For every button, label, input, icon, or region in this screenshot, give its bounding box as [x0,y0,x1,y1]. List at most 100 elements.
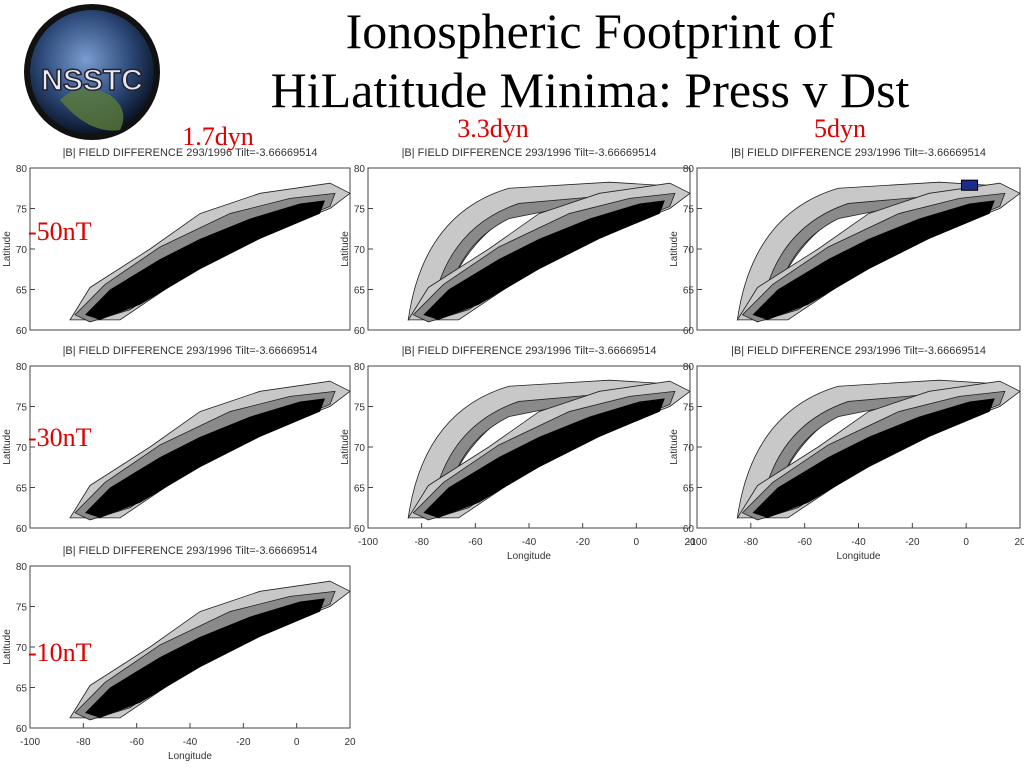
contour-panel: |B| FIELD DIFFERENCE 293/1996 Tilt=-3.66… [340,147,691,337]
row-label: -30nT [28,423,92,452]
contour-spot [960,179,979,191]
contour-core [85,200,325,320]
x-axis-label: Longitude [837,551,881,562]
row-label: -10nT [28,638,92,667]
y-tick-label: 70 [683,443,695,454]
contour-panel: |B| FIELD DIFFERENCE 293/1996 Tilt=-3.66… [2,545,356,762]
y-tick-label: 80 [16,562,28,573]
x-tick-label: 0 [294,737,300,748]
panel-title: |B| FIELD DIFFERENCE 293/1996 Tilt=-3.66… [63,147,318,159]
x-tick-label: -100 [358,537,378,548]
y-tick-label: 65 [354,286,366,297]
row-label: -50nT [28,217,92,246]
y-tick-label: 60 [354,524,366,535]
y-tick-label: 80 [16,164,28,175]
contour-core [752,398,995,518]
panel-title: |B| FIELD DIFFERENCE 293/1996 Tilt=-3.66… [63,345,318,357]
x-tick-label: -60 [129,737,144,748]
y-tick-label: 60 [16,524,28,535]
contour-panel: |B| FIELD DIFFERENCE 293/1996 Tilt=-3.66… [2,345,351,535]
x-tick-label: -100 [20,737,40,748]
y-tick-label: 65 [16,684,28,695]
contour-panel: |B| FIELD DIFFERENCE 293/1996 Tilt=-3.66… [669,345,1024,562]
panel-title: |B| FIELD DIFFERENCE 293/1996 Tilt=-3.66… [402,147,657,159]
y-tick-label: 65 [16,286,28,297]
y-axis-label: Latitude [2,429,13,465]
title-line: HiLatitude Minima: Press v Dst [271,62,910,118]
y-axis-label: Latitude [340,429,351,465]
x-tick-label: -100 [687,537,707,548]
contour-field [407,181,691,323]
y-tick-label: 65 [683,484,695,495]
x-tick-label: 20 [684,537,696,548]
y-tick-label: 80 [683,164,695,175]
logo-globe [30,10,154,134]
y-tick-label: 70 [354,245,366,256]
y-tick-label: 65 [683,286,695,297]
y-tick-label: 75 [354,403,366,414]
contour-field [407,379,691,521]
x-tick-label: -60 [468,537,483,548]
contour-panel: |B| FIELD DIFFERENCE 293/1996 Tilt=-3.66… [2,147,351,337]
contour-field [69,580,351,721]
contour-panel: |B| FIELD DIFFERENCE 293/1996 Tilt=-3.66… [669,147,1021,337]
contour-core [423,200,665,320]
logo: NSSTC [24,4,160,140]
y-tick-label: 75 [16,403,28,414]
x-tick-label: -80 [76,737,91,748]
column-label: 3.3dyn [457,114,529,143]
y-tick-label: 80 [354,362,366,373]
contour-core [85,398,325,518]
labels: 1.7dyn 3.3dyn 5dyn -50nT -30nT -10nT [28,114,866,667]
y-tick-label: 60 [16,326,28,337]
y-tick-label: 80 [683,362,695,373]
panel-title: |B| FIELD DIFFERENCE 293/1996 Tilt=-3.66… [402,345,657,357]
y-axis-label: Latitude [340,231,351,267]
x-tick-label: 0 [634,537,640,548]
y-tick-label: 75 [16,603,28,614]
column-label: 5dyn [814,114,866,143]
x-tick-label: 20 [344,737,356,748]
y-tick-label: 75 [16,205,28,216]
x-tick-label: -60 [797,537,812,548]
x-tick-label: -40 [851,537,866,548]
y-tick-label: 70 [16,643,28,654]
column-label: 1.7dyn [182,122,254,151]
y-tick-label: 80 [354,164,366,175]
contour-field [736,379,1021,521]
y-tick-label: 70 [16,443,28,454]
y-tick-label: 75 [683,205,695,216]
x-tick-label: -20 [575,537,590,548]
y-tick-label: 60 [354,326,366,337]
contour-field [69,182,351,323]
y-tick-label: 75 [683,403,695,414]
y-tick-label: 70 [683,245,695,256]
y-tick-label: 80 [16,362,28,373]
y-tick-label: 60 [683,524,695,535]
contour-field [69,380,351,521]
y-tick-label: 65 [354,484,366,495]
x-axis-label: Longitude [168,751,212,762]
contour-core [85,598,325,718]
y-tick-label: 60 [16,724,28,735]
y-tick-label: 70 [354,443,366,454]
y-axis-label: Latitude [669,429,680,465]
panel-title: |B| FIELD DIFFERENCE 293/1996 Tilt=-3.66… [731,345,986,357]
title-line: Ionospheric Footprint of [346,3,835,59]
logo-land [60,88,124,131]
panel-title: |B| FIELD DIFFERENCE 293/1996 Tilt=-3.66… [731,147,986,159]
x-tick-label: 20 [1014,537,1024,548]
panel-grid: |B| FIELD DIFFERENCE 293/1996 Tilt=-3.66… [2,147,1024,762]
x-tick-label: -20 [236,737,251,748]
y-axis-label: Latitude [2,629,13,665]
x-tick-label: -80 [744,537,759,548]
logo-text: NSSTC [41,64,143,97]
x-tick-label: -80 [414,537,429,548]
contour-panel: |B| FIELD DIFFERENCE 293/1996 Tilt=-3.66… [340,345,696,562]
contour-field [736,179,1021,323]
contour-core [752,200,995,320]
y-tick-label: 75 [354,205,366,216]
x-tick-label: -20 [905,537,920,548]
y-tick-label: 65 [16,484,28,495]
